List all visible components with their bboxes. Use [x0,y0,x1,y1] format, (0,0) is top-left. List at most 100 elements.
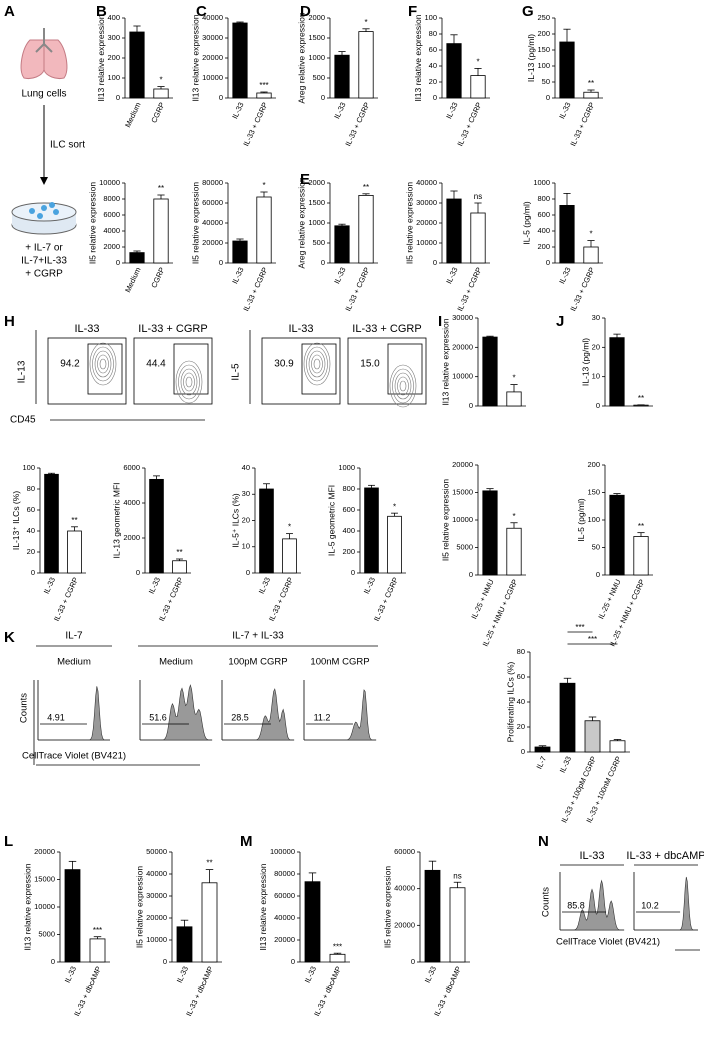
x-tick-label: IL-33 [332,101,347,120]
y-tick-label: 0 [321,258,325,267]
x-tick-label: IL-33 [557,266,572,285]
flow-y-label: IL-13 [17,360,28,383]
y-tick-label: 100 [22,463,35,472]
cell [53,209,59,215]
significance: ** [71,516,77,525]
y-tick-label: 1000 [338,463,355,472]
y-tick-label: 40000 [394,884,415,893]
flow-y-label: IL-5 [231,363,242,381]
y-tick-label: 10000 [202,73,223,82]
significance: ** [588,79,594,88]
y-tick-label: 2000 [308,178,325,187]
contour [99,358,107,370]
x-tick-label: IL-33 + CGRP [157,576,185,623]
bar [424,869,441,963]
bar [201,882,218,963]
x-tick-label: IL-33 [230,266,245,285]
bar [583,246,599,264]
panel-letter: D [300,3,311,20]
gate [87,343,123,395]
x-tick-label: IL-33 [362,576,377,595]
y-tick-label: 20 [27,547,35,556]
y-tick-label: 30000 [202,33,223,42]
significance: *** [93,926,102,935]
flow-plot-title: IL-33 + dbcAMP [626,850,704,862]
contour [89,342,117,386]
contour [397,376,409,396]
gate-value: 30.9 [274,359,294,370]
bar [609,494,625,576]
x-tick-label: Medium [123,101,142,129]
contour [175,360,203,404]
y-tick-label: 400 [342,526,355,535]
y-tick-label: 200 [107,53,120,62]
condition-label: Medium [57,657,91,668]
contour [399,380,407,392]
significance: *** [333,942,342,951]
histogram [634,876,698,931]
y-tick-label: 40000 [202,218,223,227]
y-tick-label: 10000 [452,372,473,381]
y-tick-label: 0 [246,568,250,577]
x-tick-label: IL-33 + CGRP [241,266,269,313]
bar [584,720,601,753]
bar [44,473,59,574]
significance: * [476,58,479,67]
y-tick-label: 60000 [394,847,415,856]
lung-left [20,39,45,79]
y-tick-label: 0 [433,258,437,267]
y-axis-label: Il5 relative expression [404,182,414,264]
y-tick-label: 5000 [456,542,473,551]
y-axis-label: IL-5⁺ ILCs (%) [230,493,240,548]
flow-plot-title: IL-33 + CGRP [352,323,421,335]
trachea [35,28,53,53]
significance: * [393,502,396,511]
bar [256,92,272,99]
y-axis-label: Il5 relative expression [134,866,144,948]
panel-letter: J [556,313,564,330]
y-tick-label: 20000 [452,460,473,469]
panel-letter: A [4,3,15,20]
x-tick-label: IL-33 [303,965,318,984]
bar [172,560,187,574]
bar [329,953,346,963]
y-tick-label: 1000 [308,53,325,62]
y-tick-label: 0 [546,258,550,267]
contour [94,350,112,378]
gate-value: 10.2 [641,900,659,910]
contour [303,342,331,386]
gate [301,343,337,395]
group-label: IL-7 [65,631,83,642]
flow-y-label: Counts [19,693,30,723]
y-tick-label: 10000 [416,238,437,247]
y-axis-label: Il5 relative expression [87,182,97,264]
bar [358,194,374,264]
gate-value: 44.4 [146,359,166,370]
y-axis-label: IL-13 (pg/ml) [526,34,536,82]
y-tick-label: 30 [242,489,250,498]
condition-label: Medium [159,657,193,668]
contour [394,372,412,400]
bar [506,527,522,576]
bar [232,240,248,264]
y-tick-label: 1500 [308,198,325,207]
panel-letter: M [240,833,253,850]
significance: * [288,523,291,532]
y-axis-label: Il5 relative expression [382,866,392,948]
y-tick-label: 200 [342,547,355,556]
y-tick-label: 0 [31,568,35,577]
y-tick-label: 1000 [308,218,325,227]
x-tick-label: CGRP [149,101,166,124]
y-tick-label: 60 [27,505,35,514]
histogram [560,879,625,931]
y-tick-label: 20 [242,515,250,524]
bar [176,926,193,963]
significance: * [159,76,162,85]
significance: ** [363,183,369,192]
x-tick-label: IL-33 + dbcAMP [184,965,215,1018]
y-tick-label: 20 [429,77,437,86]
flow-plot-frame [347,337,427,405]
y-tick-label: 15000 [452,487,473,496]
bar [633,536,649,576]
y-tick-label: 0 [596,401,600,410]
